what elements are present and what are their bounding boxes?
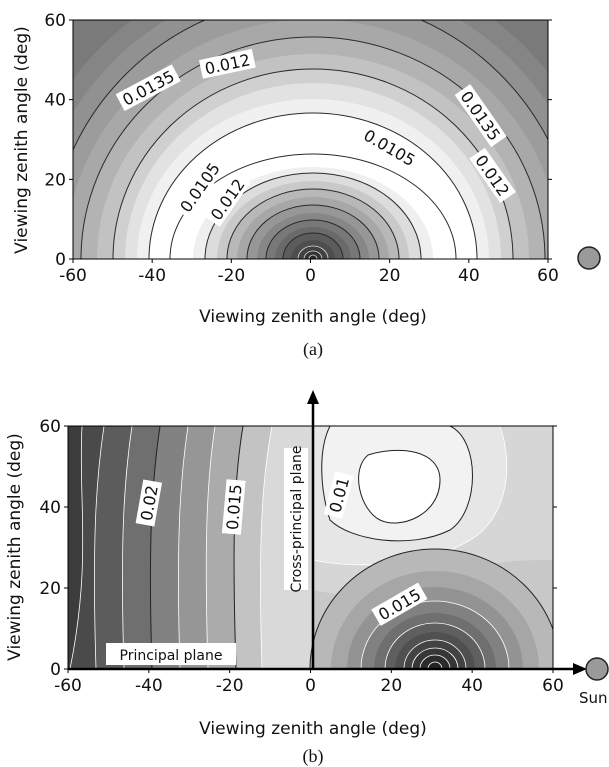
panel-b-x-tick-label: 60 [542, 676, 564, 696]
panel-b-contour-label-box [221, 479, 246, 535]
panel-a-contour-label-box [469, 147, 516, 203]
panel-b-x-tick-label: -40 [135, 676, 163, 696]
panel-a-x-tick-label: -40 [138, 266, 166, 286]
panel-a-contour-label-box [173, 155, 226, 219]
sun-label: Sun [579, 689, 608, 707]
principal-label-box [106, 643, 236, 665]
panel-a-y-axis-label: Viewing zenith angle (deg) [12, 26, 32, 254]
panel-a-x-tick-label: 40 [458, 266, 480, 286]
principal-label: Principal plane [120, 648, 223, 664]
panel-b-contour-label-box [371, 582, 428, 626]
panel-a-y-tick-label: 20 [44, 170, 66, 190]
panel-a-contour-label-box [357, 123, 422, 172]
panel-a-x-axis-label: Viewing zenith angle (deg) [199, 307, 427, 327]
panel-b-contour-label-box [135, 479, 163, 527]
panel-b-y-axis-label: Viewing zenith angle (deg) [5, 433, 25, 661]
panel-b-y-tick-label: 20 [39, 579, 61, 599]
principal-arrowhead [573, 663, 587, 675]
panel-a-label: (a) [303, 339, 323, 360]
panel-a-contour-label-box [115, 64, 181, 112]
panel-b-x-axis-label: Viewing zenith angle (deg) [199, 719, 427, 739]
cross-principal-arrowhead [307, 390, 319, 404]
panel-b-contour-label: 0.015 [221, 479, 246, 535]
panel-b-y-tick-label: 60 [39, 417, 61, 437]
panel-a-x-tick-label: 20 [379, 266, 401, 286]
panel-b-x-tick-label: -60 [54, 676, 82, 696]
panel-a-y-tick-label: 40 [44, 91, 66, 111]
panel-a-y-tick-label: 60 [44, 11, 66, 31]
panel-a-x-tick-label: 0 [305, 266, 316, 286]
panel-a-contour-label-box [198, 48, 256, 79]
panel-b-x-tick-label: 0 [305, 676, 316, 696]
panel-a-sun-marker [577, 246, 601, 270]
panel-a-x-tick-label: 60 [537, 266, 559, 286]
panel-b-contour-label-text: 0.015 [223, 483, 246, 530]
panel-b-contours: 0.02 0.015 0.010.015 [68, 426, 553, 669]
panel-b-sun-marker [585, 657, 609, 681]
panel-b-label: (b) [303, 746, 324, 767]
panel-b-x-tick-label: -20 [216, 676, 244, 696]
panel-a-contour-label-box [204, 171, 251, 227]
panel-b-contour-label-box [323, 470, 354, 519]
cross-principal-label: Cross-principal plane [289, 445, 305, 592]
panel-b-y-tick-label: 0 [50, 660, 61, 680]
panel-b-x-tick-label: 40 [461, 676, 483, 696]
panel-a: 0.01350.0120.01350.0120.01050.01050.012 … [12, 11, 601, 360]
panel-b-y-tick-label: 40 [39, 498, 61, 518]
cross-principal-label-box [284, 448, 308, 590]
panel-a-x-tick-label: -60 [59, 266, 87, 286]
panel-a-y-tick-label: 0 [55, 250, 66, 270]
panel-a-x-tick-label: -20 [217, 266, 245, 286]
panel-b-contour-label: 0.02 [135, 479, 163, 527]
panel-b: 0.02 0.015 0.010.015 -60 -40 -20 0 20 40 6002040… [5, 390, 609, 767]
panel-b-x-tick-label: 20 [381, 676, 403, 696]
panel-a-contour-label-box [454, 84, 507, 148]
